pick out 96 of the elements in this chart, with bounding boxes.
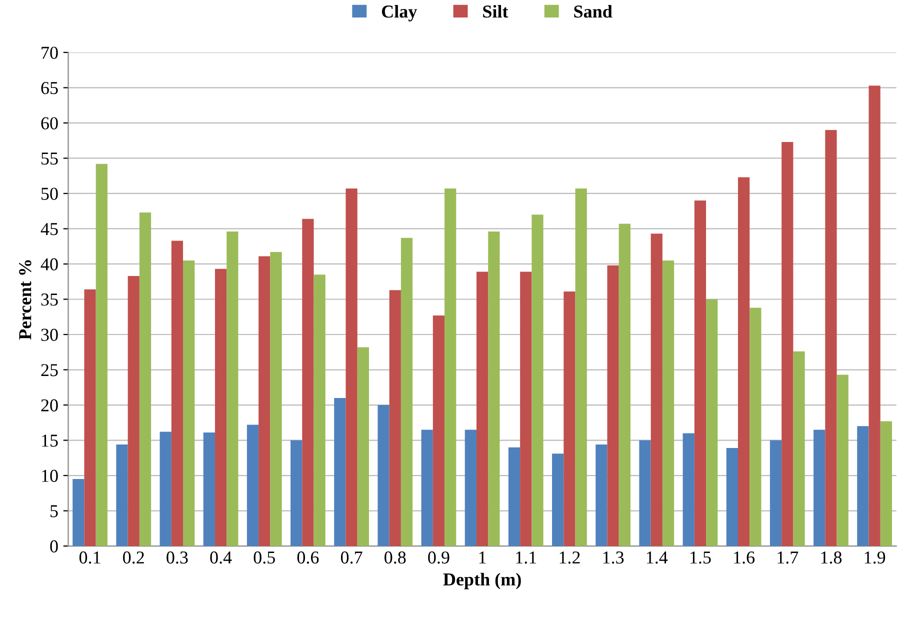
bar bbox=[520, 272, 532, 546]
bar bbox=[302, 218, 314, 546]
bar bbox=[750, 308, 762, 546]
bar bbox=[682, 433, 694, 546]
y-tick-label: 20 bbox=[41, 399, 58, 412]
bar bbox=[378, 405, 390, 546]
x-tick-label: 0.7 bbox=[340, 551, 362, 564]
x-tick-label: 0.1 bbox=[79, 551, 100, 564]
y-tick-label: 65 bbox=[41, 82, 58, 94]
bar bbox=[421, 430, 433, 546]
bar bbox=[564, 291, 576, 546]
y-tick-label: 60 bbox=[41, 117, 58, 130]
bar bbox=[639, 440, 651, 546]
bar bbox=[314, 274, 326, 546]
bar bbox=[160, 432, 172, 546]
bar bbox=[880, 421, 892, 546]
bar bbox=[290, 440, 302, 546]
y-tick-label: 5 bbox=[50, 505, 58, 518]
bar bbox=[183, 260, 195, 546]
bar bbox=[246, 424, 259, 546]
y-tick-label: 50 bbox=[42, 188, 58, 200]
y-tick-label: 35 bbox=[41, 294, 58, 306]
x-tick-label: 1.1 bbox=[516, 552, 536, 564]
bar bbox=[346, 188, 358, 546]
bar bbox=[662, 260, 674, 546]
x-tick-label: 1.2 bbox=[560, 551, 580, 564]
bar bbox=[738, 177, 750, 546]
bar bbox=[488, 232, 500, 546]
x-tick-label: 1 bbox=[479, 552, 486, 564]
legend-label: Silt bbox=[483, 4, 508, 18]
bar bbox=[552, 454, 564, 546]
bar bbox=[532, 214, 544, 546]
bar bbox=[825, 130, 837, 546]
y-tick-label: 40 bbox=[40, 258, 58, 270]
bar bbox=[814, 430, 826, 546]
legend-label: Sand bbox=[574, 4, 612, 18]
bar bbox=[607, 265, 619, 546]
x-tick-label: 0.6 bbox=[297, 551, 319, 564]
x-tick-label: 1.9 bbox=[864, 551, 886, 564]
x-tick-label: 1.3 bbox=[603, 551, 624, 564]
bar bbox=[575, 188, 587, 546]
bar bbox=[334, 398, 346, 546]
bar bbox=[139, 212, 152, 546]
bar bbox=[726, 448, 738, 546]
bar bbox=[432, 315, 445, 546]
y-tick-label: 30 bbox=[41, 328, 58, 341]
x-tick-label: 1.5 bbox=[690, 552, 711, 564]
x-tick-label: 0.3 bbox=[166, 551, 188, 564]
x-tick-label: 1.7 bbox=[778, 552, 798, 564]
legend-label: Clay bbox=[382, 4, 418, 22]
x-tick-label: 1.4 bbox=[646, 552, 668, 564]
y-tick-label: 25 bbox=[41, 364, 58, 376]
bar bbox=[782, 142, 794, 546]
bar bbox=[214, 268, 227, 546]
y-tick-label: 15 bbox=[42, 434, 58, 447]
bar bbox=[258, 256, 270, 546]
x-tick-label: 0.2 bbox=[123, 551, 144, 564]
bar bbox=[650, 234, 662, 546]
bar bbox=[389, 290, 401, 546]
bar bbox=[476, 272, 488, 546]
y-tick-label: 45 bbox=[40, 223, 58, 236]
bar bbox=[96, 164, 108, 546]
bar bbox=[596, 444, 608, 546]
bar bbox=[770, 440, 782, 546]
bar bbox=[226, 232, 238, 546]
bar bbox=[128, 276, 140, 546]
bar bbox=[706, 299, 718, 546]
bar bbox=[793, 351, 805, 546]
bar bbox=[84, 289, 96, 546]
bar bbox=[857, 426, 869, 546]
x-axis-title: Depth (m) bbox=[443, 572, 521, 590]
x-tick-label: 1.6 bbox=[734, 551, 755, 564]
bar bbox=[508, 447, 520, 546]
bar bbox=[694, 200, 706, 546]
x-tick-label: 0.8 bbox=[384, 551, 406, 564]
bar bbox=[270, 252, 282, 546]
x-tick-label: 1.8 bbox=[821, 551, 842, 564]
y-tick-label: 70 bbox=[42, 46, 58, 59]
y-tick-label: 55 bbox=[42, 152, 58, 165]
bar bbox=[203, 432, 215, 546]
bar bbox=[868, 86, 880, 546]
bar bbox=[400, 238, 413, 546]
bar bbox=[116, 444, 128, 546]
y-tick-label: 0 bbox=[50, 540, 58, 552]
y-axis-title: Percent % bbox=[19, 260, 32, 340]
bar bbox=[444, 188, 456, 546]
x-tick-label: 0.5 bbox=[254, 551, 275, 564]
bar bbox=[72, 479, 84, 546]
bar bbox=[357, 347, 369, 546]
bar bbox=[464, 430, 476, 546]
y-tick-label: 10 bbox=[42, 470, 58, 482]
x-tick-label: 0.9 bbox=[428, 551, 450, 564]
bar bbox=[171, 240, 184, 546]
bar bbox=[836, 374, 848, 546]
x-tick-label: 0.4 bbox=[210, 551, 232, 564]
bar bbox=[618, 224, 630, 546]
